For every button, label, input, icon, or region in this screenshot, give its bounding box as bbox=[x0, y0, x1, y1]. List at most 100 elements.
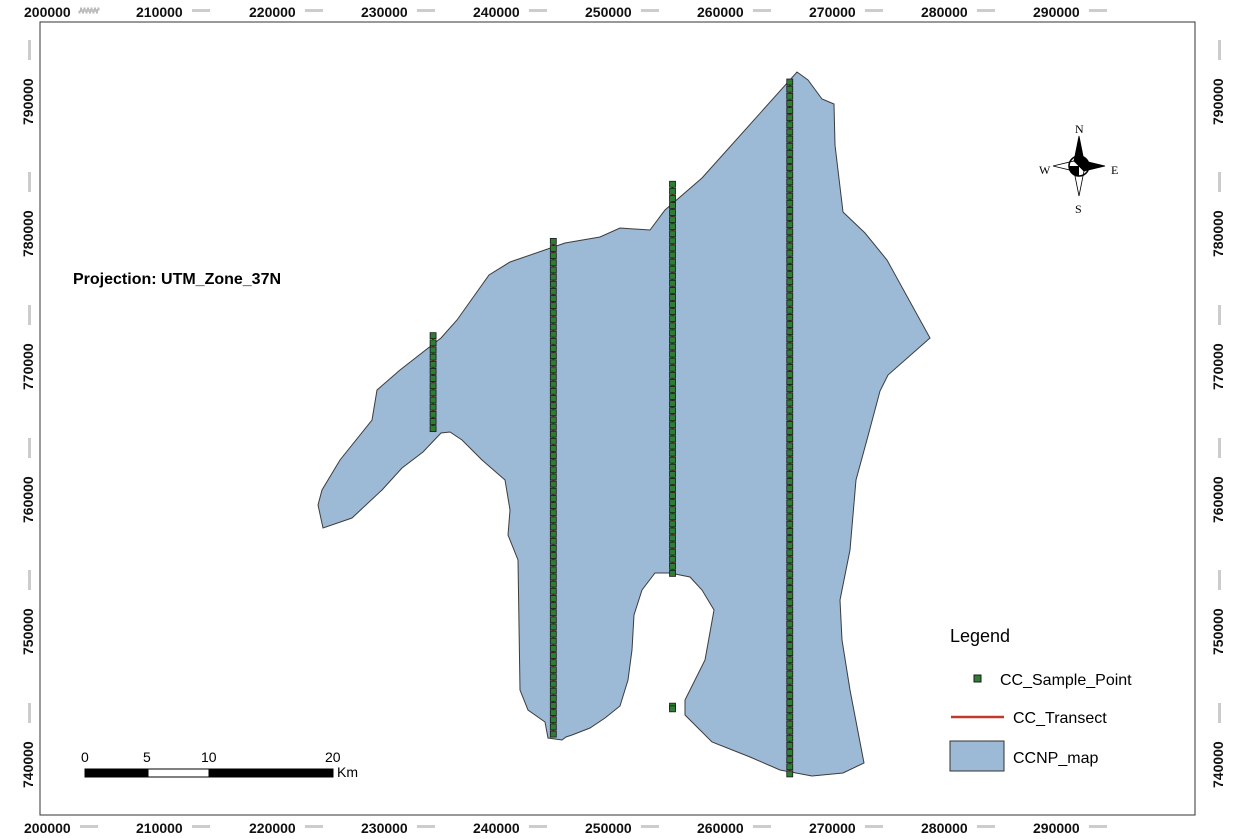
sample-point bbox=[549, 730, 557, 738]
x-tick-label: 250000 bbox=[585, 820, 632, 836]
sample-point bbox=[549, 644, 557, 652]
sample-point bbox=[786, 114, 794, 122]
y-tick-label: 740000 bbox=[20, 741, 36, 788]
sample-point bbox=[786, 335, 794, 343]
sample-point bbox=[786, 527, 794, 535]
tick-mark bbox=[417, 9, 435, 12]
sample-point bbox=[786, 620, 794, 628]
sample-point bbox=[429, 353, 437, 361]
tick-mark bbox=[1218, 438, 1221, 458]
sample-point bbox=[786, 249, 794, 257]
sample-point bbox=[786, 456, 794, 464]
sample-point bbox=[549, 302, 557, 310]
sample-point bbox=[549, 523, 557, 531]
compass-n-label: N bbox=[1075, 122, 1084, 136]
sample-point bbox=[669, 449, 676, 457]
sample-point bbox=[669, 569, 676, 577]
sample-point bbox=[786, 100, 794, 107]
sample-point bbox=[786, 157, 794, 164]
sample-point bbox=[549, 380, 557, 388]
y-tick-label: 750000 bbox=[20, 608, 36, 655]
sample-point bbox=[549, 459, 557, 467]
sample-point bbox=[786, 692, 794, 699]
tick-mark bbox=[192, 825, 210, 828]
sample-point bbox=[786, 221, 794, 229]
sample-point bbox=[786, 306, 794, 314]
sample-point bbox=[786, 107, 794, 114]
x-tick-label: 270000 bbox=[809, 4, 856, 20]
sample-point bbox=[669, 520, 676, 528]
sample-point bbox=[786, 499, 794, 507]
north-arrow-icon: N S E W bbox=[1039, 122, 1118, 216]
sample-point bbox=[669, 386, 676, 393]
tick-mark bbox=[1218, 172, 1221, 192]
tick-mark bbox=[1218, 305, 1221, 325]
sample-point bbox=[786, 413, 794, 421]
tick-mark bbox=[305, 9, 323, 12]
sample-point bbox=[549, 359, 557, 367]
sample-point bbox=[786, 428, 794, 435]
sample-point bbox=[786, 549, 794, 557]
sample-point bbox=[429, 403, 437, 411]
sample-point bbox=[786, 121, 794, 129]
sample-point bbox=[549, 366, 557, 374]
x-tick-label: 260000 bbox=[697, 4, 744, 20]
scale-tick-label: 20 bbox=[325, 749, 341, 765]
x-tick-label: 280000 bbox=[921, 4, 968, 20]
sample-point bbox=[669, 315, 676, 323]
tick-mark bbox=[1218, 703, 1221, 723]
sample-point bbox=[549, 709, 557, 717]
sample-point bbox=[786, 385, 794, 393]
sample-point bbox=[549, 702, 557, 709]
sample-point bbox=[549, 480, 557, 488]
tick-mark bbox=[28, 438, 31, 458]
tick-mark bbox=[28, 172, 31, 192]
sample-point bbox=[549, 673, 557, 681]
sample-point bbox=[786, 663, 794, 671]
sample-point bbox=[669, 272, 676, 280]
sample-point bbox=[786, 349, 794, 357]
sample-point bbox=[786, 192, 794, 200]
sample-point bbox=[669, 499, 676, 507]
tick-mark bbox=[28, 305, 31, 325]
x-tick-label: 280000 bbox=[921, 820, 968, 836]
sample-point bbox=[669, 329, 676, 337]
sample-point bbox=[786, 214, 794, 221]
x-tick-label: 240000 bbox=[473, 820, 520, 836]
tick-mark bbox=[865, 825, 883, 828]
x-tick-label: 200000 bbox=[24, 4, 71, 20]
sample-point bbox=[669, 244, 676, 252]
sample-point bbox=[786, 135, 794, 143]
sample-point bbox=[669, 258, 676, 266]
tick-mark bbox=[28, 570, 31, 590]
sample-point bbox=[429, 410, 437, 418]
tick-mark bbox=[1089, 825, 1107, 828]
x-axis-top: 200000 210000 220000 230000 240000 25000… bbox=[24, 4, 1107, 20]
sample-point bbox=[786, 478, 794, 485]
sample-point bbox=[549, 566, 557, 574]
sample-point bbox=[669, 506, 676, 514]
sample-point bbox=[549, 330, 557, 338]
sample-point bbox=[786, 164, 794, 172]
sample-point bbox=[549, 573, 557, 581]
sample-point bbox=[669, 322, 676, 330]
sample-point bbox=[786, 577, 794, 585]
sample-point bbox=[669, 534, 676, 542]
sample-point bbox=[786, 271, 794, 279]
sample-point bbox=[549, 516, 557, 524]
sample-point bbox=[786, 199, 794, 207]
legend-label-sample-point: CC_Sample_Point bbox=[1000, 672, 1132, 689]
sample-point bbox=[549, 287, 557, 295]
sample-point bbox=[549, 387, 557, 395]
legend: Legend CC_Sample_Point CC_Transect CCNP_… bbox=[949, 626, 1132, 772]
sample-point bbox=[669, 279, 676, 287]
sample-point bbox=[429, 396, 437, 404]
sample-point bbox=[786, 492, 794, 500]
sample-point bbox=[549, 345, 557, 352]
sample-point bbox=[786, 563, 794, 571]
sample-point bbox=[549, 537, 557, 545]
scale-tick-label: 10 bbox=[201, 749, 217, 765]
sample-point bbox=[786, 763, 794, 771]
sample-point bbox=[786, 92, 794, 100]
scale-bar: 0 5 10 20 Km bbox=[81, 749, 358, 780]
